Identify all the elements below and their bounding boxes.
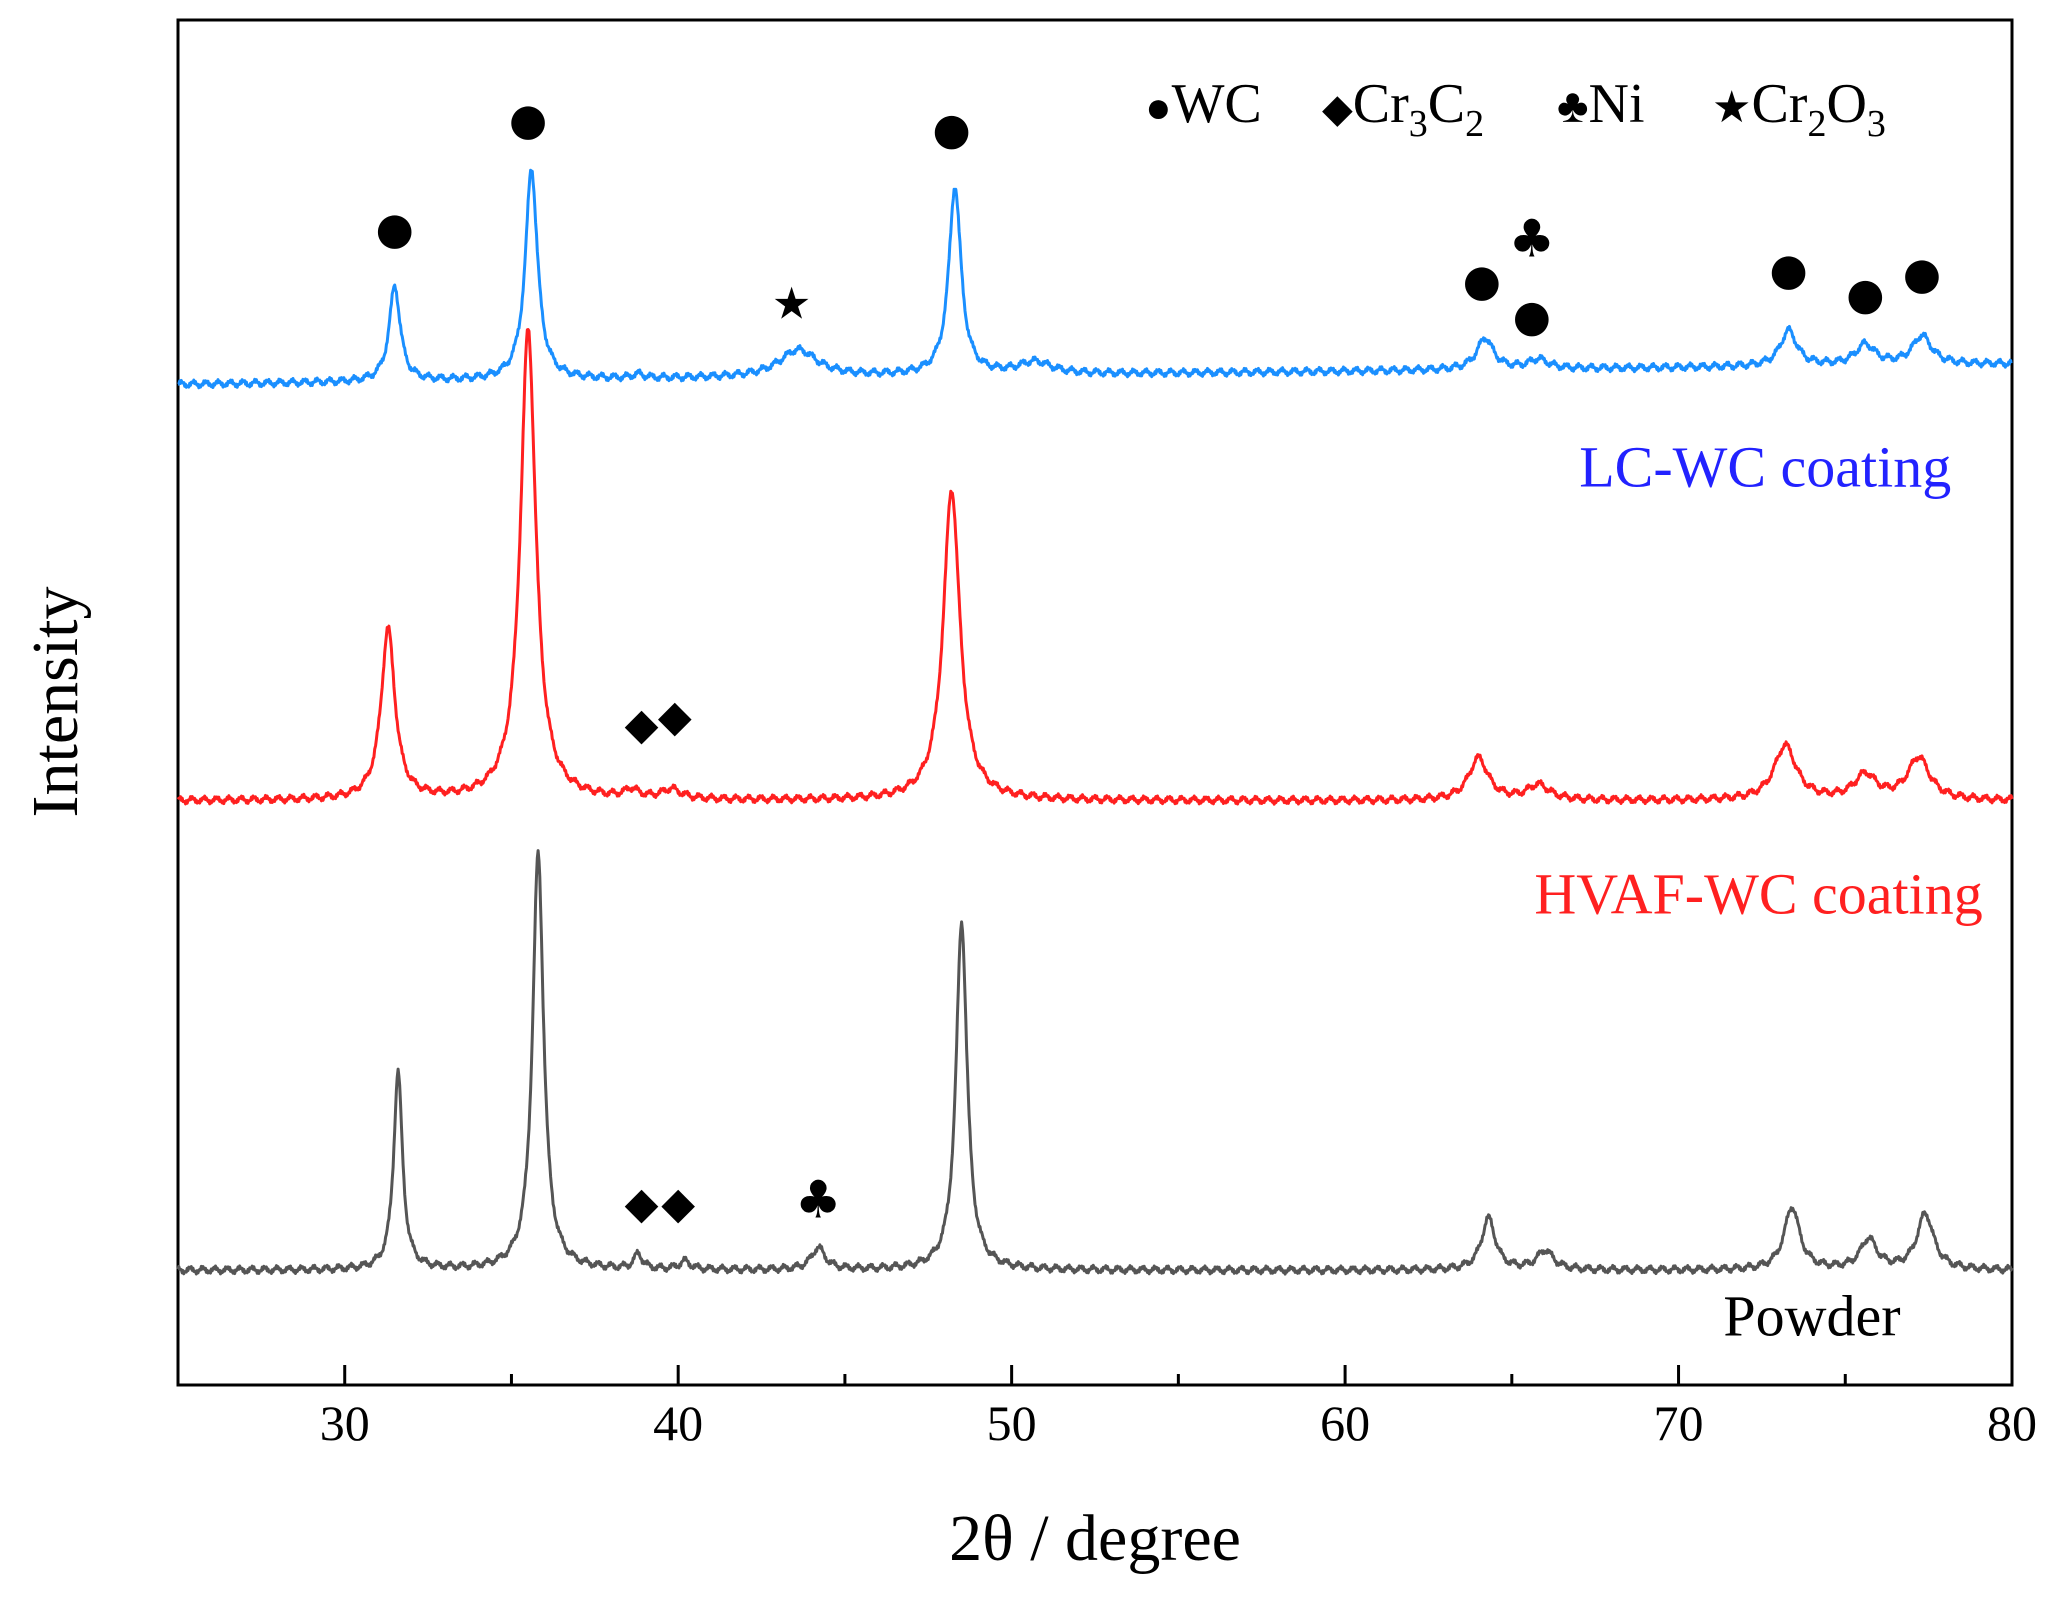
legend-ni-symbol: ♣ [1557,80,1589,133]
plot-frame [176,18,2014,1387]
svg-text:◆Cr3C2: ◆Cr3C2 [1322,73,1484,145]
legend-wc-text: WC [1172,73,1262,135]
legend-cr2o3-sub1: 2 [1807,103,1826,145]
peak-marker: ◆ [625,699,659,750]
peak-marker: ♣ [1509,209,1556,269]
svg-text:♣Ni: ♣Ni [1557,73,1645,135]
series-labels: LC-WC coating HVAF-WC coating Powder [1534,434,1982,1348]
legend-cr2o3-mid: O [1826,73,1866,135]
series-label-lc: LC-WC coating [1579,434,1951,499]
legend-cr3c2-symbol: ◆ [1322,86,1353,131]
x-tick-label: 50 [987,1395,1037,1451]
legend-cr3c2-sub2: 2 [1465,103,1484,145]
x-axis-ticks [176,1365,2014,1385]
legend-cr2o3-text: Cr [1751,73,1807,135]
peak-marker: ♣ [795,1170,842,1230]
peak-marker: ◆ [658,691,692,742]
peak-marker: ● [1769,245,1807,296]
x-tick-label: 40 [653,1395,703,1451]
legend-ni-text: Ni [1589,73,1645,135]
legend-cr2o3-symbol: ★ [1712,83,1751,132]
peak-marker: ● [376,204,414,255]
legend: ●WC ◆Cr3C2 ♣Ni ★Cr2O3 [1145,73,1886,145]
peak-markers: ●●★●●♣●● ● ●◆ ◆◆ ◆ ♣ [376,94,1942,1230]
x-tick-label: 80 [1987,1395,2037,1451]
series-group [176,168,2014,1276]
svg-text:★Cr2O3: ★Cr2O3 [1712,73,1886,145]
legend-wc-symbol: ● [1145,83,1172,132]
x-tick-label: 60 [1320,1395,1370,1451]
peak-marker: ● [1846,269,1884,320]
x-tick-label: 30 [320,1395,370,1451]
series-line-powder [176,849,2014,1276]
peak-marker: ● [1463,255,1501,306]
x-axis-label: 2θ / degree [949,1502,1241,1575]
peak-marker: ◆ [625,1178,659,1229]
x-axis-tick-labels: 30 40 50 60 70 80 [320,1395,2037,1451]
legend-cr2o3-sub2: 3 [1867,103,1886,145]
series-line-hvaf [176,328,2014,806]
series-label-hvaf: HVAF-WC coating [1534,862,1982,927]
series-line-lc [177,168,2013,390]
legend-cr3c2-sub1: 3 [1409,103,1428,145]
legend-cr3c2-mid: C [1428,73,1465,135]
peak-marker: ★ [772,279,811,330]
series-label-powder: Powder [1723,1284,1900,1349]
peak-marker: ● [1903,249,1941,300]
peak-marker: ● [932,104,970,155]
legend-cr3c2-text: Cr [1353,73,1409,135]
x-tick-label: 70 [1654,1395,1704,1451]
y-axis-label: Intensity [19,587,92,818]
peak-marker: ● [509,94,547,145]
svg-text:●WC: ●WC [1145,73,1262,135]
peak-marker: ● [1513,291,1551,342]
peak-marker: ◆ [661,1178,695,1229]
